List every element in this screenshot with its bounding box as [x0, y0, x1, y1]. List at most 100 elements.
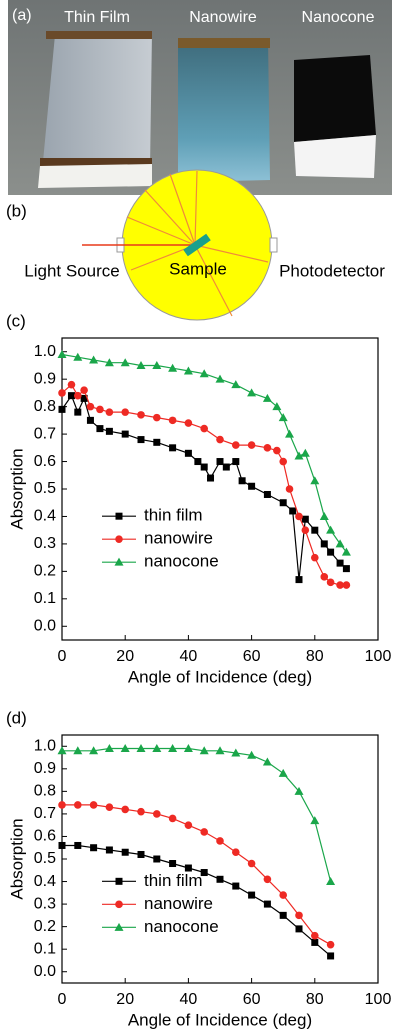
sample-label: Sample	[169, 259, 227, 278]
marker	[310, 816, 320, 825]
marker	[279, 457, 288, 466]
ray	[194, 244, 269, 263]
detector-label: Photodetector	[279, 261, 385, 280]
x-tick-label: 100	[365, 648, 392, 665]
marker	[263, 875, 272, 884]
marker	[168, 814, 177, 823]
nanowire-sample	[178, 38, 270, 182]
nanocone-sample	[294, 55, 376, 142]
marker	[301, 515, 309, 523]
substrate	[38, 164, 152, 188]
x-axis-title: Angle of Incidence (deg)	[128, 667, 312, 686]
y-tick-label: 0.0	[34, 617, 56, 634]
marker	[247, 441, 256, 449]
marker	[183, 744, 193, 753]
marker	[342, 581, 351, 589]
marker	[86, 416, 94, 424]
marker	[320, 540, 328, 548]
y-tick-label: 0.8	[34, 783, 56, 800]
marker	[105, 427, 113, 435]
y-axis-title: Absorption	[7, 818, 26, 899]
marker	[121, 848, 129, 856]
marker	[137, 850, 145, 858]
panel-label: (d)	[6, 708, 27, 727]
marker	[273, 446, 281, 455]
x-tick-label: 60	[243, 648, 261, 665]
marker	[200, 463, 208, 471]
marker	[262, 757, 272, 766]
y-tick-label: 0.1	[34, 590, 56, 607]
marker	[58, 389, 66, 397]
marker	[247, 859, 256, 868]
marker	[169, 860, 177, 868]
marker	[247, 388, 257, 397]
marker	[184, 864, 192, 872]
marker	[153, 855, 161, 863]
y-tick-label: 0.4	[34, 873, 56, 890]
marker	[199, 369, 209, 378]
marker	[285, 485, 294, 493]
legend-label: thin film	[144, 506, 203, 525]
marker	[168, 363, 178, 372]
marker	[279, 911, 287, 919]
y-tick-label: 0.2	[34, 918, 56, 935]
marker	[89, 746, 99, 755]
marker	[184, 449, 192, 457]
marker	[335, 539, 345, 548]
marker	[232, 441, 240, 449]
setup-diagram: (b) Light Source Sample Photodetector	[6, 169, 385, 321]
x-tick-label: 100	[365, 991, 392, 1008]
y-tick-label: 0.6	[34, 453, 56, 470]
series-line	[62, 747, 332, 882]
marker	[104, 358, 114, 367]
marker	[152, 360, 162, 369]
marker	[319, 511, 329, 520]
marker	[216, 837, 224, 845]
marker	[216, 435, 224, 444]
x-tick-label: 0	[58, 648, 67, 665]
marker	[58, 405, 66, 413]
marker	[153, 438, 161, 446]
marker	[263, 444, 272, 452]
marker	[279, 499, 287, 507]
marker	[58, 841, 66, 849]
plot-frame	[61, 337, 379, 641]
legend-marker	[115, 512, 123, 520]
x-axis-title: Angle of Incidence (deg)	[128, 1010, 312, 1029]
marker	[248, 891, 256, 899]
marker	[121, 430, 129, 438]
panel-label: (b)	[6, 201, 27, 220]
photo: (a) Thin Film Nanowire Nanocone	[8, 0, 392, 195]
marker	[86, 402, 95, 411]
marker	[89, 801, 98, 809]
panel-label: (c)	[6, 311, 26, 330]
y-tick-label: 0.0	[34, 963, 56, 980]
marker	[295, 925, 303, 933]
ray	[194, 244, 233, 317]
x-tick-label: 80	[306, 991, 324, 1008]
marker	[184, 821, 193, 829]
marker	[105, 846, 113, 854]
x-tick-label: 20	[116, 991, 134, 1008]
marker	[74, 408, 82, 416]
y-tick-label: 0.5	[34, 850, 56, 867]
marker	[248, 482, 256, 490]
x-tick-label: 20	[116, 648, 134, 665]
ray	[169, 173, 196, 246]
y-tick-label: 0.6	[34, 828, 56, 845]
contact	[178, 38, 270, 48]
marker	[263, 490, 271, 498]
legend-label: nanocone	[144, 917, 219, 936]
marker	[136, 360, 146, 369]
marker	[207, 474, 215, 482]
legend-marker	[114, 922, 124, 931]
marker	[137, 411, 145, 419]
marker	[215, 746, 225, 755]
marker	[121, 805, 129, 814]
x-tick-label: 40	[180, 648, 198, 665]
marker	[80, 394, 88, 402]
y-tick-label: 1.0	[34, 343, 56, 360]
marker	[153, 810, 161, 818]
port	[269, 237, 278, 253]
contact	[40, 158, 152, 166]
